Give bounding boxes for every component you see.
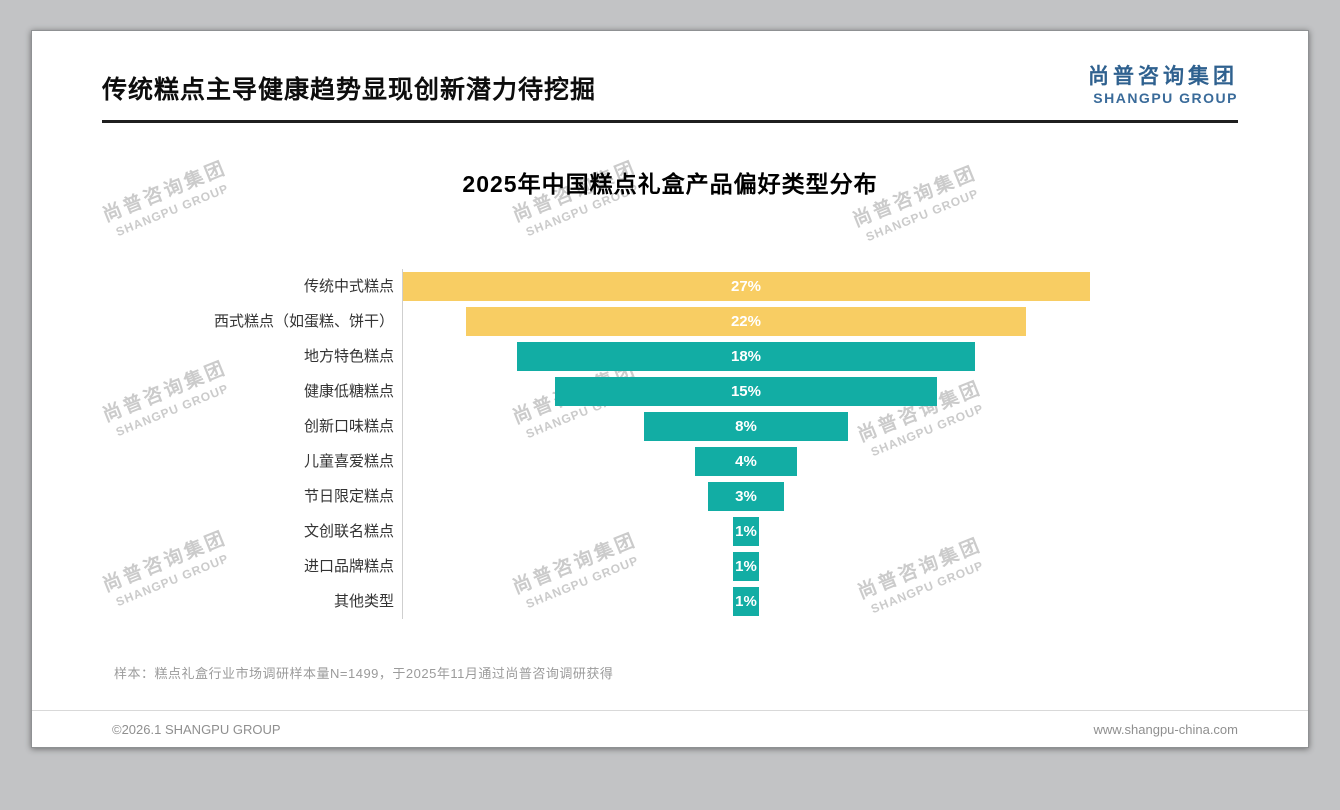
chart-row: 地方特色糕点 18% xyxy=(102,339,1238,375)
bar: 27% xyxy=(402,272,1090,302)
page-footer: ©2026.1 SHANGPU GROUP www.shangpu-china.… xyxy=(32,710,1308,747)
bar-area: 1% xyxy=(402,549,1092,585)
copyright-text: ©2026.1 SHANGPU GROUP xyxy=(112,721,281,737)
bar: 8% xyxy=(644,412,848,442)
bar: 1% xyxy=(733,552,759,582)
category-label: 进口品牌糕点 xyxy=(303,558,394,576)
bar: 15% xyxy=(555,377,937,407)
bar-area: 27% xyxy=(402,269,1092,305)
bar-value-label: 4% xyxy=(735,453,757,471)
bar-area: 3% xyxy=(402,479,1092,515)
bar-area: 15% xyxy=(402,374,1092,410)
chart-row: 创新口味糕点 8% xyxy=(102,409,1238,445)
bar-value-label: 1% xyxy=(735,558,757,576)
bar-area: 22% xyxy=(402,304,1092,340)
category-label: 健康低糖糕点 xyxy=(303,383,394,401)
category-label: 儿童喜爱糕点 xyxy=(303,453,394,471)
funnel-chart: 传统中式糕点 27% 西式糕点（如蛋糕、饼干） 22% 地方特色糕点 18% 健康低糖糕点 1… xyxy=(102,269,1238,620)
chart-row: 节日限定糕点 3% xyxy=(102,479,1238,515)
bar: 3% xyxy=(707,482,785,512)
bar-value-label: 27% xyxy=(730,278,762,296)
category-label: 创新口味糕点 xyxy=(303,418,394,436)
bar-value-label: 18% xyxy=(730,348,762,366)
chart-row: 其他类型 1% xyxy=(102,584,1238,620)
bar-value-label: 1% xyxy=(735,523,757,541)
chart-row: 传统中式糕点 27% xyxy=(102,269,1238,305)
bar-area: 8% xyxy=(402,409,1092,445)
bar-area: 18% xyxy=(402,339,1092,375)
category-label: 节日限定糕点 xyxy=(303,488,394,506)
report-page: 尚普咨询集团 SHANGPU GROUP 尚普咨询集团 SHANGPU GROUP 尚普… xyxy=(31,30,1309,748)
page-title: 传统糕点主导健康趋势显现创新潜力待挖掘 xyxy=(102,76,597,105)
bar-value-label: 1% xyxy=(735,593,757,611)
website-url: www.shangpu-china.com xyxy=(1093,721,1238,737)
bar: 18% xyxy=(517,342,975,372)
bar-area: 4% xyxy=(402,444,1092,480)
brand-logo: 尚普咨询集团 SHANGPU GROUP xyxy=(1088,65,1238,106)
chart-row: 健康低糖糕点 15% xyxy=(102,374,1238,410)
category-label: 地方特色糕点 xyxy=(303,348,394,366)
page-content: 传统糕点主导健康趋势显现创新潜力待挖掘 尚普咨询集团 SHANGPU GROUP… xyxy=(32,31,1308,682)
chart-row: 儿童喜爱糕点 4% xyxy=(102,444,1238,480)
category-label: 传统中式糕点 xyxy=(303,278,394,296)
brand-logo-en: SHANGPU GROUP xyxy=(1093,89,1238,106)
brand-logo-cn: 尚普咨询集团 xyxy=(1088,65,1238,88)
category-label: 文创联名糕点 xyxy=(303,523,394,541)
chart-row: 进口品牌糕点 1% xyxy=(102,549,1238,585)
bar: 1% xyxy=(733,587,759,617)
bar-value-label: 3% xyxy=(735,488,757,506)
chart-title: 2025年中国糕点礼盒产品偏好类型分布 xyxy=(462,171,878,198)
chart-row: 文创联名糕点 1% xyxy=(102,514,1238,550)
sample-note: 样本：糕点礼盒行业市场调研样本量N=1499，于2025年11月通过尚普咨询调研… xyxy=(114,666,614,682)
category-label: 西式糕点（如蛋糕、饼干） xyxy=(213,313,394,331)
page-header: 传统糕点主导健康趋势显现创新潜力待挖掘 尚普咨询集团 SHANGPU GROUP xyxy=(102,31,1238,124)
bar-area: 1% xyxy=(402,514,1092,550)
bar-area: 1% xyxy=(402,584,1092,620)
bar-value-label: 8% xyxy=(735,418,757,436)
bar-value-label: 15% xyxy=(730,383,761,401)
category-label: 其他类型 xyxy=(333,593,394,611)
bar-value-label: 22% xyxy=(730,313,761,331)
bar: 1% xyxy=(733,517,759,547)
bar: 4% xyxy=(695,447,797,477)
bar: 22% xyxy=(466,307,1026,337)
chart-row: 西式糕点（如蛋糕、饼干） 22% xyxy=(102,304,1238,340)
